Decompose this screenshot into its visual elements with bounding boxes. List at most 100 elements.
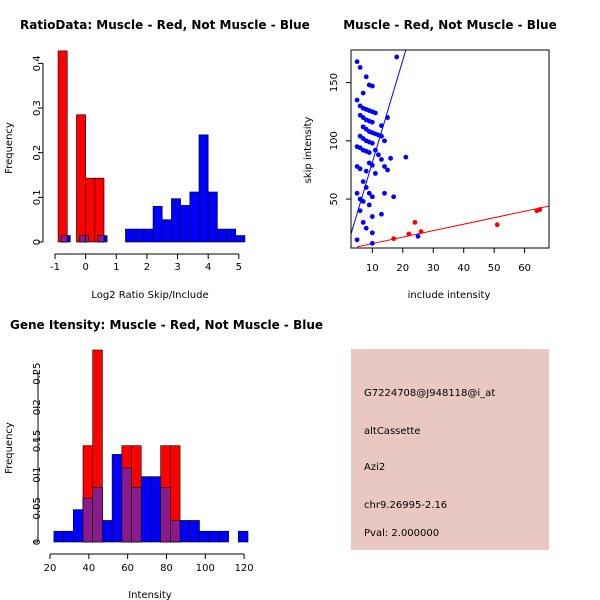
intensity-bar-not-muscle: [63, 530, 74, 543]
ratio-x-tick-label: 4: [205, 262, 211, 273]
ratio-bar-overlap: [79, 235, 86, 243]
scatter-point-not-muscle: [379, 157, 384, 162]
scatter-point-not-muscle: [372, 147, 378, 153]
scatter-point-muscle: [406, 231, 412, 237]
scatter-point-muscle: [418, 229, 424, 235]
scatter-x-tick-label: 60: [518, 263, 531, 274]
scatter-point-not-muscle: [354, 190, 360, 196]
ratio-x-tick-label: 5: [236, 262, 242, 273]
ratio-y-tick-label: 0.3: [32, 100, 43, 116]
scatter-point-not-muscle: [357, 166, 363, 172]
scatter-point-not-muscle: [415, 233, 421, 239]
ratio-x-axis-label: Log2 Ratio Skip/Include: [91, 290, 208, 301]
scatter-point-not-muscle: [372, 110, 378, 116]
scatter-point-not-muscle: [382, 164, 387, 169]
intensity-bar-not-muscle: [102, 520, 113, 543]
scatter-x-tick-label: 10: [366, 263, 379, 274]
intensity-bar-not-muscle: [53, 530, 64, 543]
scatter-point-not-muscle: [372, 171, 378, 176]
scatter-point-muscle: [412, 219, 418, 225]
scatter-point-not-muscle: [357, 208, 363, 214]
intensity-bar-not-muscle: [150, 476, 161, 543]
ratio-x-tick-label: 2: [144, 262, 150, 273]
ratio-bar-not-muscle: [161, 219, 172, 243]
ratio-bar-not-muscle: [134, 228, 145, 243]
ratio-x-tick-label: -1: [50, 262, 60, 273]
ratio-bar-muscle: [94, 177, 105, 243]
ratio-bar-muscle: [76, 114, 86, 243]
intensity-bar-overlap: [160, 487, 171, 543]
scatter-point-not-muscle: [363, 225, 369, 231]
intensity-y-tick-label: 0: [32, 539, 43, 545]
scatter-y-tick-label: 100: [329, 131, 340, 150]
ratio-x-tick-label: 1: [113, 262, 119, 273]
scatter-point-not-muscle: [354, 97, 360, 103]
scatter-point-not-muscle: [369, 214, 375, 219]
scatter-y-tick-label: 50: [329, 193, 340, 206]
ratio-bar-overlap: [60, 235, 68, 243]
scatter-point-muscle: [391, 236, 397, 242]
scatter-point-not-muscle: [363, 185, 369, 190]
ratio-bar-muscle: [85, 177, 96, 243]
scatter-chart-title: Muscle - Red, Not Muscle - Blue: [343, 18, 557, 32]
intensity-y-tick-label: 0.2: [32, 399, 43, 415]
intensity-bar-not-muscle: [199, 530, 210, 543]
scatter-point-not-muscle: [363, 168, 369, 174]
scatter-point-not-muscle: [369, 162, 375, 168]
scatter-point-not-muscle: [382, 138, 387, 144]
scatter-point-not-muscle: [369, 194, 375, 200]
ratio-chart-title: RatioData: Muscle - Red, Not Muscle - Bl…: [20, 18, 310, 32]
ratio-histogram-panel: RatioData: Muscle - Red, Not Muscle - Bl…: [4, 18, 310, 301]
intensity-bar-not-muscle: [179, 520, 191, 543]
scatter-point-not-muscle: [385, 167, 390, 173]
intensity-bar-overlap: [131, 487, 142, 543]
intensity-bar-not-muscle: [189, 520, 200, 543]
intensity-x-tick-label: 120: [235, 563, 254, 574]
ratio-bar-overlap: [97, 235, 105, 243]
scatter-x-tick-label: 30: [427, 263, 440, 274]
intensity-x-tick-label: 80: [160, 563, 173, 574]
ratio-bar-not-muscle: [125, 228, 135, 243]
ratio-x-tick-label: 0: [82, 262, 88, 273]
intensity-bar-not-muscle: [208, 530, 220, 543]
scatter-point-not-muscle: [403, 154, 409, 160]
scatter-point-not-muscle: [369, 83, 375, 89]
ratio-y-tick-label: 0: [32, 239, 43, 245]
ratio-bar-not-muscle: [171, 198, 181, 243]
scatter-point-not-muscle: [382, 190, 387, 196]
intensity-y-tick-label: 0.15: [32, 430, 43, 452]
intensity-bar-not-muscle: [111, 454, 123, 543]
scatter-point-not-muscle: [360, 219, 366, 225]
ratio-bar-not-muscle: [217, 228, 227, 243]
ratio-bar-not-muscle: [226, 228, 237, 243]
ratio-x-tick-label: 3: [174, 262, 180, 273]
intensity-y-tick-label: 0.05: [32, 497, 43, 519]
scatter-x-tick-label: 20: [396, 263, 409, 274]
intensity-bar-overlap: [92, 487, 103, 543]
ratio-bar-not-muscle: [235, 235, 246, 243]
scatter-point-not-muscle: [369, 240, 375, 246]
scatter-point-not-muscle: [376, 152, 381, 158]
ratio-bar-not-muscle: [207, 191, 218, 243]
scatter-plot-frame: [350, 49, 550, 249]
genomic-location: chr9.26995-2.16: [364, 500, 447, 511]
intensity-x-tick-label: 20: [44, 563, 57, 574]
intensity-y-tick-label: 0.25: [32, 362, 43, 384]
ratio-bar-not-muscle: [198, 134, 209, 243]
probe-id: G7224708@J948118@i_at: [364, 388, 495, 399]
info-panel-background: [351, 349, 549, 550]
ratio-bar-not-muscle: [143, 228, 154, 243]
scatter-point-not-muscle: [385, 115, 390, 120]
scatter-y-axis-label: skip intensity: [303, 117, 314, 184]
scatter-point-muscle: [537, 207, 543, 212]
gene-name: Azi2: [364, 462, 385, 473]
intensity-plot-area: 20 40 60 80 100 120 0 0.05 0.1 0.15 0.2 0.25: [32, 349, 254, 574]
scatter-point-not-muscle: [391, 194, 397, 200]
ratio-bar-not-muscle: [152, 205, 163, 243]
event-type: altCassette: [364, 426, 421, 437]
scatter-x-tick-label: 50: [488, 263, 501, 274]
scatter-point-not-muscle: [354, 59, 360, 65]
scatter-point-not-muscle: [360, 179, 366, 185]
scatter-point-not-muscle: [363, 74, 369, 80]
